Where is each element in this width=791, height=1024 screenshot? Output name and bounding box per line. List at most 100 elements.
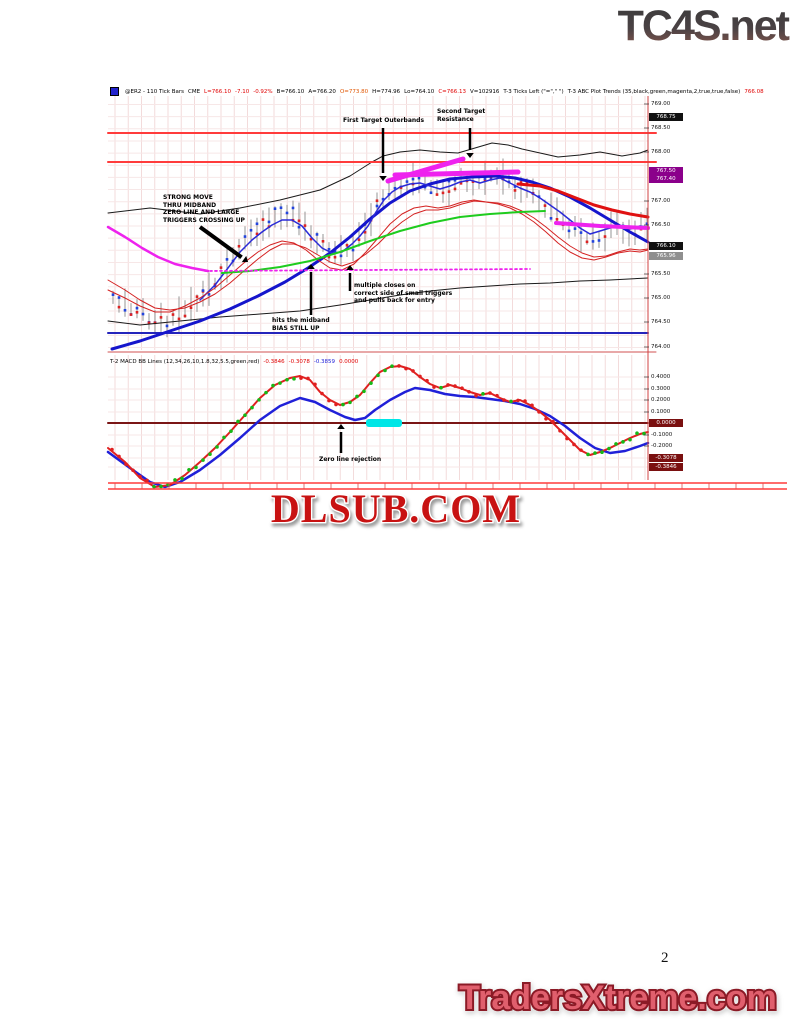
candle-marker: [165, 324, 169, 328]
candle-marker: [279, 206, 283, 210]
macd-dot: [369, 381, 373, 385]
macd-header: T-2 MACD BB Lines (12,34,26,10,1.8,32,5.…: [110, 359, 358, 365]
candle-marker: [243, 235, 247, 238]
macd-dot: [488, 391, 492, 395]
chart-header-segment-13: T-3 ABC Plot Trends (35,black,green,mage…: [567, 88, 741, 95]
annotation-second-target: Second Target Resistance: [437, 108, 485, 123]
candle-marker: [117, 305, 121, 309]
candle-marker: [597, 239, 601, 242]
chart-header-segment-5: B=766.10: [276, 88, 305, 95]
candle-marker: [579, 231, 583, 234]
macd-dot: [285, 377, 289, 382]
macd-dot: [509, 399, 513, 404]
candle-marker: [111, 293, 115, 296]
candle-marker: [153, 321, 157, 325]
macd-dot: [558, 428, 562, 433]
tradersxtreme-logo: TradersXtreme.com: [457, 977, 779, 1019]
price-axis-badge: 765.96: [649, 252, 683, 260]
macd-dot: [110, 447, 114, 452]
macd-dot: [495, 393, 499, 398]
annotation-line: hits the midband: [272, 317, 330, 324]
zero-line-highlight: [366, 419, 402, 427]
annotation-arrowhead: [337, 424, 345, 429]
candle-marker: [585, 240, 589, 244]
chart-header: @ER2 - 110 Tick Bars CME L=766.10 -7.10 -0.9…: [110, 87, 764, 96]
macd-dot: [383, 368, 387, 373]
macd-dot: [313, 382, 317, 387]
annotation-strong-move: STRONG MOVE THRU MIDBAND ZERO LINE AND LAR…: [163, 194, 245, 224]
candle-marker: [363, 230, 367, 234]
macd-axis-badge: -0.3078: [649, 454, 683, 462]
macd-dot: [404, 366, 408, 371]
candle-marker: [219, 266, 223, 269]
price-axis-badge: 768.75: [649, 113, 683, 121]
macd-header-segment-2: -0.3078: [288, 359, 310, 365]
candle-marker: [645, 222, 649, 226]
candle-marker: [453, 187, 457, 191]
chart-header-segment-3: -7.10: [234, 88, 250, 95]
candle-marker: [309, 237, 313, 241]
annotation-line: Zero line rejection: [319, 456, 382, 463]
candle-marker: [435, 193, 439, 196]
tradersxtreme-logo-text: TradersXtreme.com: [459, 979, 777, 1017]
macd-dot: [124, 462, 128, 466]
candle-marker: [267, 220, 271, 224]
magenta-left: [106, 225, 210, 273]
macd-axis-label: 0.1000: [651, 409, 671, 415]
macd-dot: [362, 389, 366, 394]
price-axis-label: 766.50: [651, 222, 671, 228]
dlsub-watermark: DLSUB.COM: [270, 485, 522, 533]
macd-dot: [572, 442, 576, 447]
macd-axis-label: 0.3000: [651, 386, 671, 392]
ma-red-thick: [516, 182, 650, 219]
candle-marker: [513, 185, 517, 188]
macd-axis-label: 0.2000: [651, 397, 671, 403]
macd-dot: [481, 392, 485, 396]
annotation-arrowhead: [466, 153, 474, 158]
macd-dot: [229, 429, 233, 433]
annotation-line: multiple closes on: [354, 282, 416, 289]
macd-dot: [334, 402, 338, 407]
chart-header-segment-11: V=102916: [470, 88, 500, 95]
chart-header-segment-1: CME: [187, 88, 201, 95]
price-axis-label: 768.50: [651, 125, 671, 131]
macd-dot: [642, 431, 646, 436]
candle-marker: [333, 255, 337, 259]
candle-marker: [603, 235, 607, 238]
candle-marker: [459, 182, 463, 185]
candle-marker: [357, 238, 361, 242]
annotation-arrow: [198, 225, 243, 259]
macd-header-segment-3: -0.3859: [313, 359, 336, 365]
macd-dot: [432, 385, 436, 389]
page-number: 2: [661, 950, 669, 966]
macd-axis-label: 0.4000: [651, 374, 671, 380]
macd-dot: [635, 431, 639, 436]
macd-dot: [348, 400, 352, 405]
macd-dot: [243, 413, 247, 418]
candle-marker: [255, 232, 259, 236]
macd-dot: [502, 398, 506, 402]
candle-marker: [297, 225, 301, 229]
macd-dot: [600, 450, 604, 455]
candle-marker: [177, 317, 181, 321]
candle-marker: [159, 316, 163, 319]
macd-dot: [194, 465, 198, 470]
candle-marker: [453, 178, 457, 182]
annotation-multiple-closes: multiple closes on correct side of small …: [354, 282, 452, 305]
candle-marker: [123, 308, 127, 312]
candle-marker: [135, 311, 139, 314]
chart-header-segment-6: A=766.20: [308, 88, 336, 95]
candle-marker: [375, 199, 379, 203]
macd-dot: [586, 452, 590, 457]
macd-dot: [523, 399, 527, 403]
candle-marker: [273, 207, 277, 210]
candle-marker: [135, 306, 139, 310]
macd-dot: [474, 393, 478, 398]
macd-dot: [530, 403, 534, 408]
macd-axis-badge: 0.0000: [649, 419, 683, 427]
chart-header-segment-10: C=766.13: [438, 88, 467, 95]
candle-marker: [285, 211, 289, 215]
candle-marker: [519, 181, 523, 184]
annotation-line: Second Target: [437, 108, 486, 115]
candle-marker: [351, 248, 355, 252]
